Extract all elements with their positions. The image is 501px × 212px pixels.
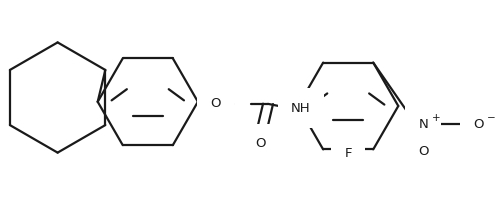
Text: N: N <box>418 117 428 131</box>
Text: −: − <box>486 113 495 123</box>
Text: +: + <box>431 113 440 123</box>
Text: O: O <box>418 145 428 158</box>
Text: O: O <box>256 137 266 150</box>
Text: NH: NH <box>291 102 311 115</box>
Text: O: O <box>210 97 220 110</box>
Text: O: O <box>473 117 483 131</box>
Text: F: F <box>345 147 352 160</box>
